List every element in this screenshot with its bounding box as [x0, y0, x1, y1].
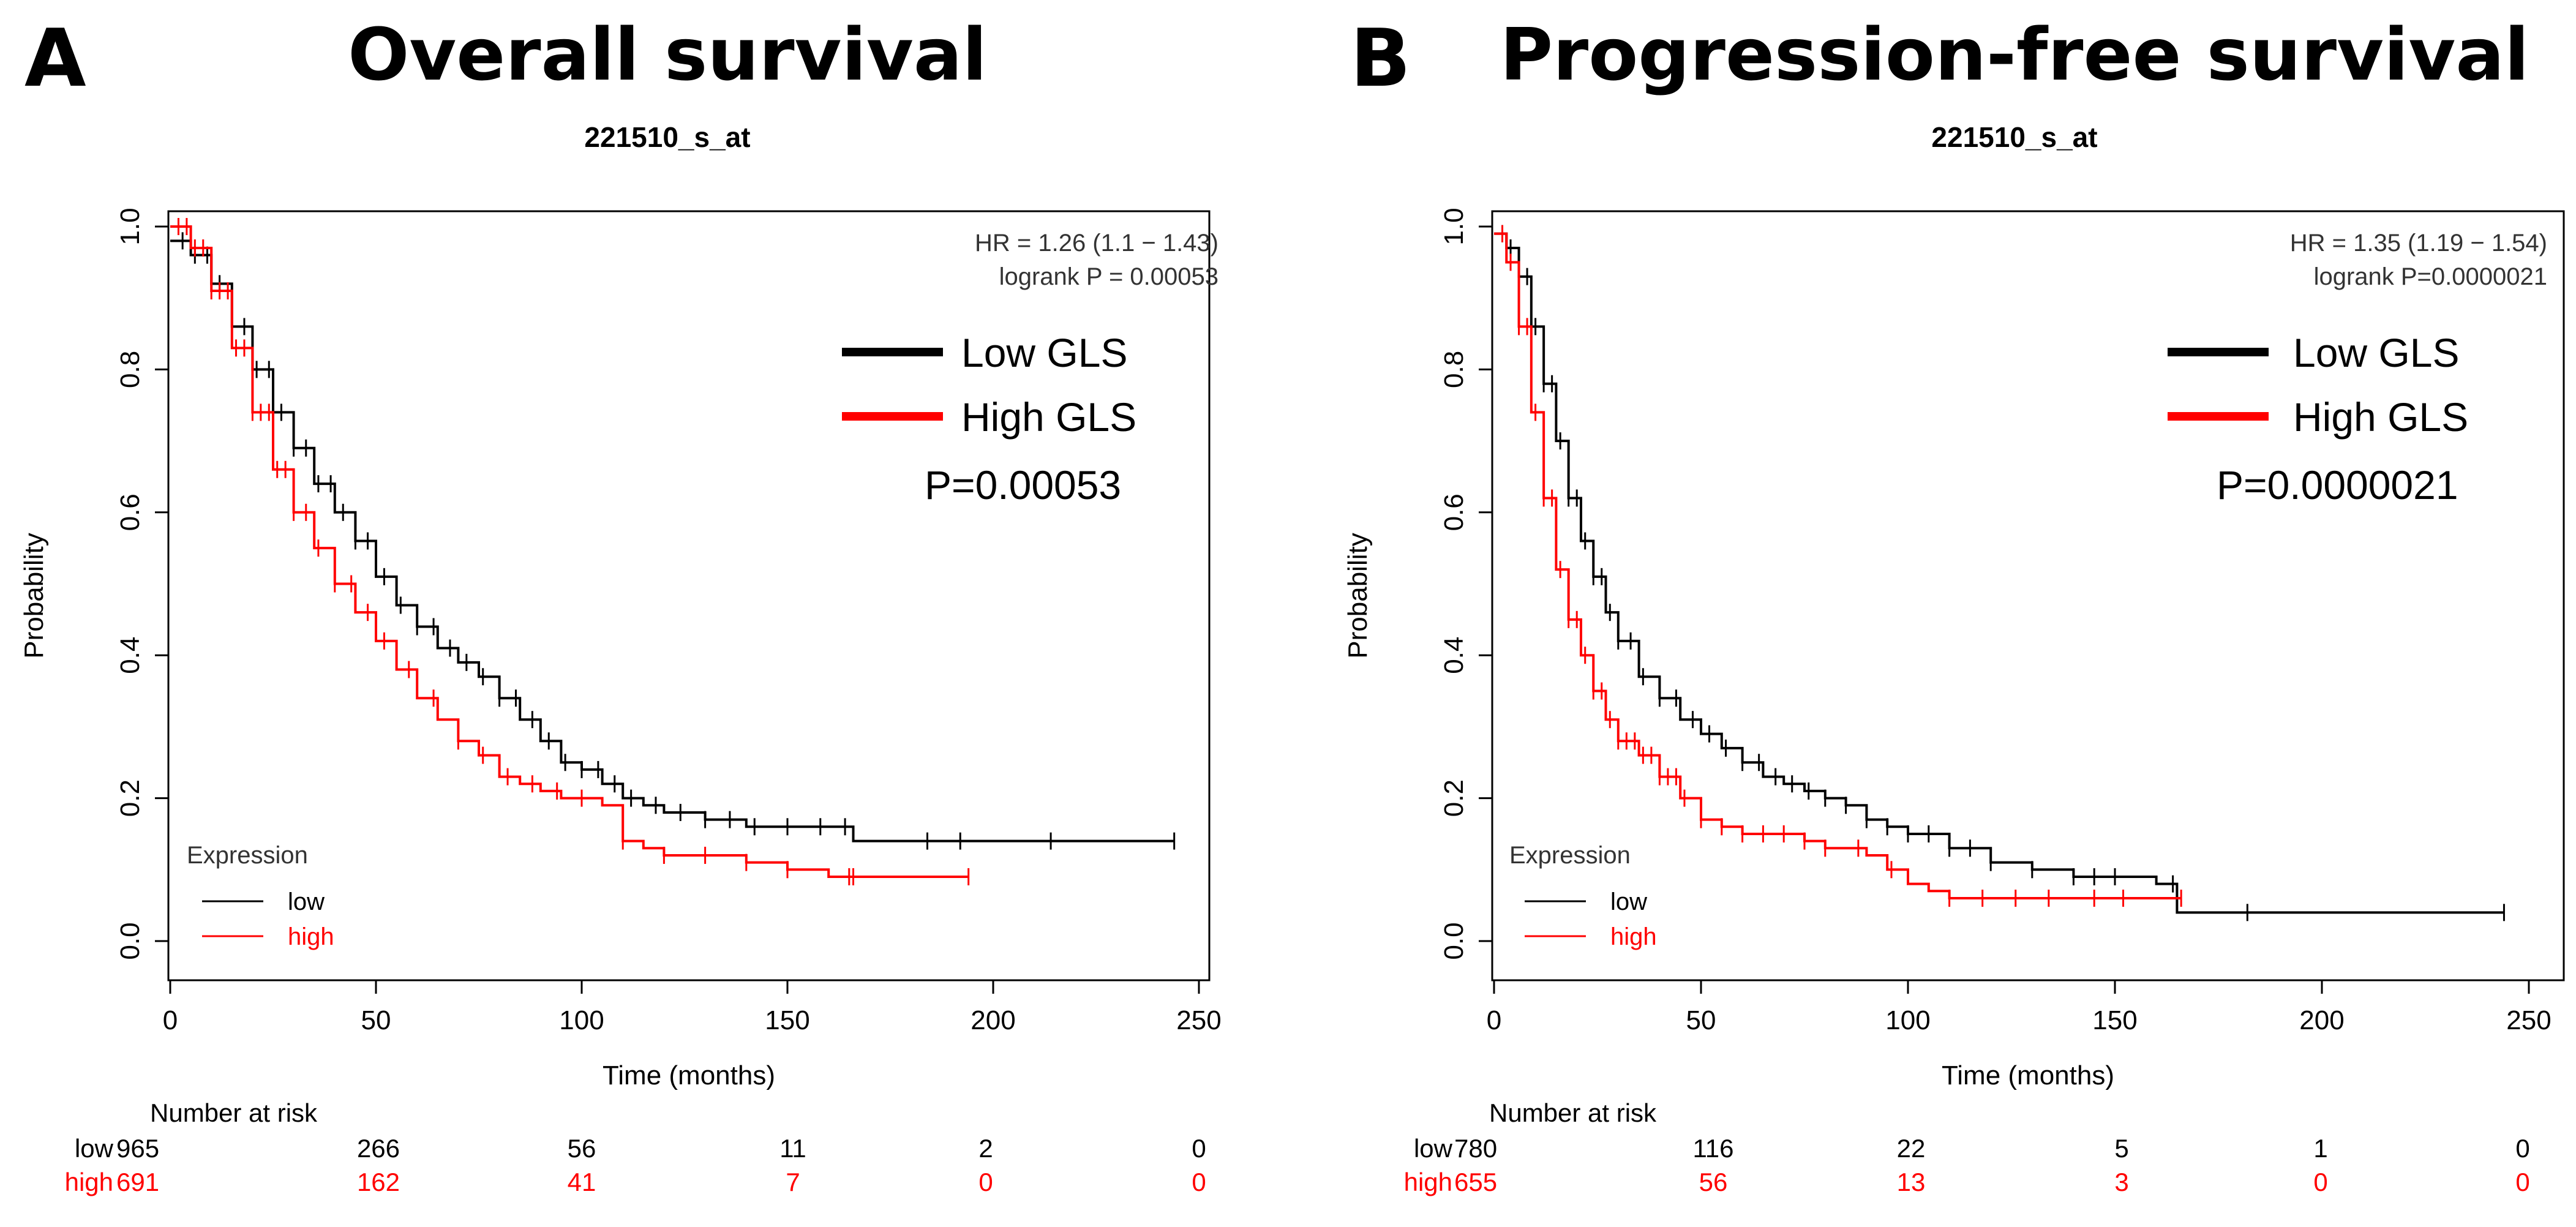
x-tick-label: 200 — [971, 1005, 1015, 1035]
expression-legend-title: Expression — [1509, 842, 1631, 869]
y-tick-label: 1.0 — [115, 208, 145, 245]
expression-legend-label: low — [1610, 888, 1647, 915]
chart-title: Overall survival — [348, 12, 987, 97]
expression-legend-label: low — [288, 888, 325, 915]
risk-value: 1 — [2313, 1134, 2327, 1163]
big-legend-label: High GLS — [961, 394, 1136, 440]
y-tick-label: 0.0 — [115, 922, 145, 959]
p-value-text: P=0.00053 — [925, 462, 1121, 508]
plot-frame — [167, 210, 1211, 981]
survival-curve-high — [170, 225, 969, 878]
x-tick-label: 150 — [2092, 1005, 2137, 1035]
x-tick-label: 0 — [1487, 1005, 1501, 1035]
expression-legend-label: high — [1610, 923, 1657, 950]
y-tick-label: 0.6 — [115, 493, 145, 531]
y-tick-label: 0.8 — [1439, 351, 1469, 388]
risk-table-title: Number at risk — [1489, 1098, 1657, 1127]
risk-value: 116 — [1693, 1134, 1734, 1163]
risk-value: 0 — [2515, 1134, 2529, 1163]
panel-label: B — [1350, 12, 1411, 105]
chart-subtitle: 221510_s_at — [584, 121, 750, 153]
y-tick-label: 0.2 — [1439, 779, 1469, 817]
survival-curve-high — [1494, 232, 2182, 899]
x-tick-label: 100 — [1885, 1005, 1930, 1035]
risk-value: 0 — [2515, 1168, 2529, 1196]
y-tick-label: 0.8 — [115, 351, 145, 388]
risk-value: 11 — [779, 1134, 806, 1163]
risk-value: 965 — [116, 1134, 159, 1163]
survival-curve-low — [170, 239, 1174, 842]
x-tick-label: 250 — [1176, 1005, 1221, 1035]
risk-value: 0 — [2313, 1168, 2327, 1196]
risk-row-label: low — [75, 1134, 114, 1163]
risk-table-title: Number at risk — [150, 1098, 318, 1127]
x-tick-label: 50 — [1686, 1005, 1716, 1035]
risk-value: 3 — [2114, 1168, 2128, 1196]
risk-value: 56 — [568, 1134, 596, 1163]
risk-value: 5 — [2114, 1134, 2128, 1163]
chart-subtitle: 221510_s_at — [1931, 121, 2097, 153]
x-tick-label: 150 — [765, 1005, 809, 1035]
risk-value: 2 — [978, 1134, 993, 1163]
y-axis-label: Probability — [1343, 533, 1373, 658]
panel-label: A — [24, 12, 86, 105]
risk-row-label: high — [65, 1168, 113, 1196]
x-tick-label: 0 — [163, 1005, 178, 1035]
hazard-ratio-text: HR = 1.35 (1.19 − 1.54) — [2290, 230, 2547, 257]
risk-value: 0 — [978, 1168, 993, 1196]
x-tick-label: 200 — [2299, 1005, 2344, 1035]
x-axis-label: Time (months) — [1942, 1060, 2114, 1090]
logrank-text: logrank P = 0.00053 — [999, 263, 1219, 290]
x-axis-label: Time (months) — [603, 1060, 775, 1090]
risk-value: 56 — [1699, 1168, 1728, 1196]
big-legend-label: Low GLS — [961, 330, 1127, 375]
x-tick-label: 250 — [2506, 1005, 2551, 1035]
logrank-text: logrank P=0.0000021 — [2314, 263, 2547, 290]
risk-value: 162 — [357, 1168, 400, 1196]
risk-value: 41 — [568, 1168, 596, 1196]
risk-value: 13 — [1897, 1168, 1926, 1196]
y-tick-label: 0.4 — [1439, 637, 1469, 674]
x-tick-label: 100 — [559, 1005, 604, 1035]
y-tick-label: 0.2 — [115, 779, 145, 817]
risk-value: 655 — [1454, 1168, 1497, 1196]
x-tick-label: 50 — [361, 1005, 391, 1035]
y-axis-label: Probability — [19, 533, 49, 658]
risk-value: 266 — [357, 1134, 400, 1163]
risk-row-label: high — [1404, 1168, 1452, 1196]
p-value-text: P=0.0000021 — [2217, 462, 2458, 508]
risk-value: 7 — [786, 1168, 800, 1196]
y-tick-label: 1.0 — [1439, 208, 1469, 245]
y-tick-label: 0.6 — [1439, 493, 1469, 531]
risk-value: 0 — [1192, 1168, 1206, 1196]
hazard-ratio-text: HR = 1.26 (1.1 − 1.43) — [975, 230, 1219, 257]
risk-value: 691 — [116, 1168, 159, 1196]
y-tick-label: 0.4 — [115, 637, 145, 674]
risk-row-label: low — [1414, 1134, 1453, 1163]
risk-value: 22 — [1897, 1134, 1926, 1163]
big-legend-label: Low GLS — [2293, 330, 2459, 375]
y-tick-label: 0.0 — [1439, 922, 1469, 959]
expression-legend-label: high — [288, 923, 334, 950]
plot-frame — [1491, 210, 2565, 981]
big-legend-label: High GLS — [2293, 394, 2468, 440]
chart-title: Progression-free survival — [1500, 12, 2529, 97]
expression-legend-title: Expression — [187, 842, 308, 869]
risk-value: 0 — [1192, 1134, 1206, 1163]
risk-value: 780 — [1454, 1134, 1497, 1163]
